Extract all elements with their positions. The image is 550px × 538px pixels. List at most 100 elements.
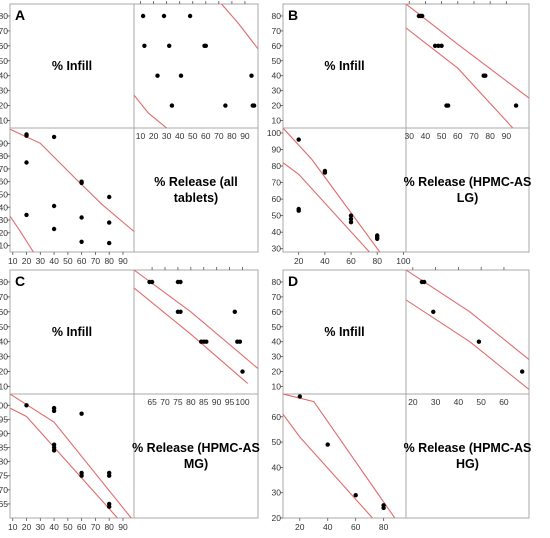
- y-tick-label-release: 50: [272, 211, 282, 221]
- cell-release-label: [134, 128, 258, 252]
- data-point-lower: [323, 170, 327, 174]
- y-tick-label-infill: 80: [272, 11, 282, 21]
- x-tick-label-release: 20: [408, 397, 418, 407]
- cell-release-vs-infill: [10, 128, 134, 252]
- x-tick-label-infill: 30: [36, 256, 46, 266]
- x-tick-label-infill: 10: [8, 522, 18, 532]
- release-variable-label: HG): [456, 457, 479, 471]
- data-point-lower: [297, 209, 301, 213]
- y-tick-label-infill: 50: [0, 322, 8, 332]
- data-point-upper: [482, 74, 486, 78]
- y-tick-label-infill: 50: [272, 322, 282, 332]
- x-tick-label-release: 80: [227, 131, 237, 141]
- data-point-lower: [52, 409, 56, 413]
- x-tick-label-release: 50: [437, 131, 447, 141]
- release-variable-label: MG): [184, 457, 208, 471]
- release-variable-label: LG): [457, 191, 479, 205]
- y-tick-label-release: 40: [272, 462, 282, 472]
- data-point-lower: [79, 240, 83, 244]
- x-tick-label-release: 30: [405, 131, 415, 141]
- x-tick-label-infill: 70: [91, 256, 101, 266]
- cell-release-vs-infill: [283, 128, 406, 252]
- y-tick-label-infill: 80: [0, 277, 8, 287]
- data-point-lower: [107, 195, 111, 199]
- data-point-lower: [107, 220, 111, 224]
- x-tick-label-release: 70: [160, 397, 170, 407]
- data-point-upper: [444, 103, 448, 107]
- data-point-lower: [381, 506, 385, 510]
- data-point-upper: [199, 340, 203, 344]
- x-tick-label-infill: 20: [294, 256, 304, 266]
- x-tick-label-release: 40: [421, 131, 431, 141]
- x-tick-label-infill: 20: [295, 522, 305, 532]
- y-tick-label-release: 40: [272, 227, 282, 237]
- x-tick-label-infill: 80: [379, 522, 389, 532]
- cell-release-vs-infill: [10, 394, 134, 518]
- y-tick-label-release: 70: [272, 178, 282, 188]
- y-tick-label-infill: 40: [272, 71, 282, 81]
- x-tick-label-release: 60: [201, 131, 211, 141]
- y-tick-label-infill: 80: [272, 277, 282, 287]
- data-point-upper: [233, 310, 237, 314]
- x-tick-label-release: 70: [469, 131, 479, 141]
- y-tick-label-release: 90: [0, 428, 8, 438]
- release-variable-label: % Release (HPMC-AS: [132, 441, 260, 455]
- data-point-upper: [202, 44, 206, 48]
- x-tick-label-infill: 80: [104, 522, 114, 532]
- x-tick-label-infill: 40: [323, 522, 333, 532]
- x-tick-label-release: 100: [235, 397, 249, 407]
- y-tick-label-release: 50: [0, 189, 8, 199]
- data-point-upper: [477, 340, 481, 344]
- cell-release-label: [406, 394, 529, 518]
- y-tick-label-infill: 60: [272, 307, 282, 317]
- data-point-upper: [249, 74, 253, 78]
- y-tick-label-infill: 40: [0, 71, 8, 81]
- y-tick-label-release: 60: [272, 194, 282, 204]
- y-tick-label-release: 100: [0, 400, 8, 410]
- y-tick-label-infill: 60: [0, 41, 8, 51]
- y-tick-label-release: 70: [0, 164, 8, 174]
- data-point-lower: [52, 227, 56, 231]
- x-tick-label-infill: 80: [372, 256, 382, 266]
- x-tick-label-release: 80: [186, 397, 196, 407]
- y-tick-label-infill: 10: [0, 116, 8, 126]
- data-point-lower: [52, 135, 56, 139]
- y-tick-label-release: 85: [0, 443, 8, 453]
- y-tick-label-release: 100: [267, 128, 281, 138]
- x-tick-label-release: 40: [454, 397, 464, 407]
- data-point-upper: [167, 44, 171, 48]
- infill-variable-label: % Infill: [324, 325, 364, 339]
- y-tick-label-release: 60: [0, 177, 8, 187]
- data-point-lower: [354, 493, 358, 497]
- y-tick-label-release: 10: [0, 241, 8, 251]
- cell-release-label: [406, 128, 529, 252]
- data-point-lower: [79, 215, 83, 219]
- infill-variable-label: % Infill: [324, 59, 364, 73]
- x-tick-label-release: 70: [214, 131, 224, 141]
- data-point-upper: [235, 340, 239, 344]
- panel-B: B % Infill % Release (HPMC-AS LG) 20 40 60 80 10…: [267, 1, 532, 266]
- x-tick-label-infill: 100: [396, 256, 410, 266]
- data-point-upper: [420, 280, 424, 284]
- data-point-upper: [170, 103, 174, 107]
- y-tick-label-release: 95: [0, 414, 8, 424]
- cell-infill-vs-release: [406, 270, 529, 394]
- x-tick-label-release: 95: [225, 397, 235, 407]
- release-variable-label: tablets): [174, 191, 218, 205]
- data-point-lower: [79, 474, 83, 478]
- y-tick-label-release: 40: [0, 202, 8, 212]
- x-tick-label-infill: 60: [77, 522, 87, 532]
- x-tick-label-release: 75: [173, 397, 183, 407]
- cell-release-label: [134, 394, 258, 518]
- x-tick-label-infill: 40: [49, 256, 59, 266]
- x-tick-label-infill: 20: [22, 256, 32, 266]
- x-tick-label-release: 30: [162, 131, 172, 141]
- y-tick-label-infill: 50: [272, 56, 282, 66]
- data-point-upper: [240, 369, 244, 373]
- y-tick-label-release: 20: [0, 228, 8, 238]
- data-point-lower: [107, 241, 111, 245]
- data-point-lower: [79, 181, 83, 185]
- y-tick-label-infill: 10: [272, 382, 282, 392]
- x-tick-label-infill: 30: [36, 522, 46, 532]
- y-tick-label-infill: 20: [272, 367, 282, 377]
